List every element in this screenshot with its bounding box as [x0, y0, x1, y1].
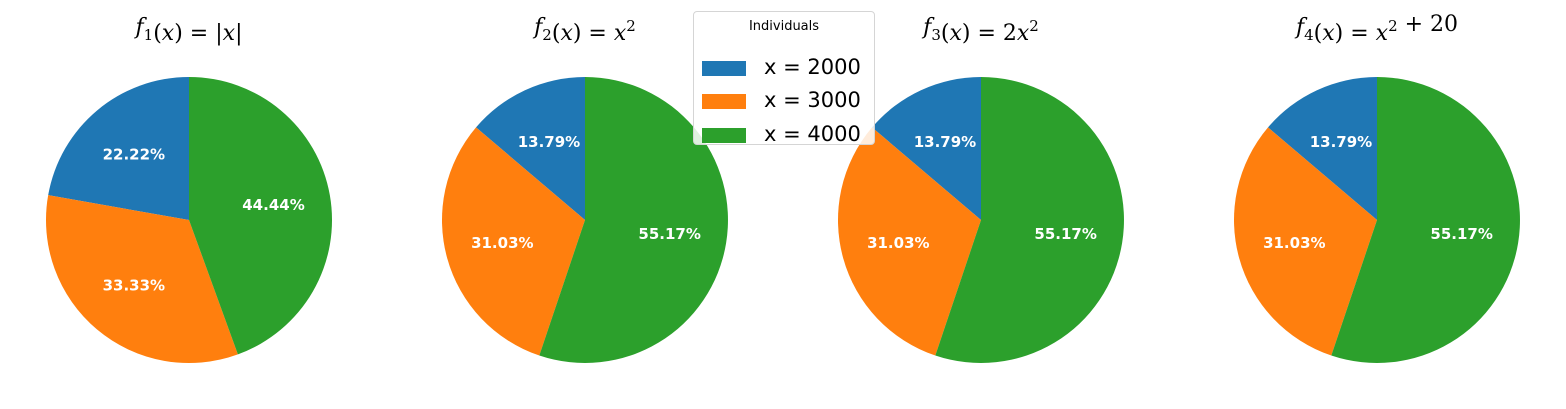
slice-percent-label: 31.03% [867, 234, 929, 252]
slice-percent-label: 44.44% [242, 196, 304, 214]
legend-swatch [702, 94, 746, 109]
pie-chart-3: f3(x) = 2x2 13.79% 31.03% 55.17% [837, 15, 1124, 363]
legend-entry-x-2000: x = 2000 [702, 55, 870, 80]
pie-chart-2: f2(x) = x2 13.79% 31.03% 55.17% [441, 15, 728, 363]
pie-slice-x-3000 [441, 127, 585, 356]
legend-label: x = 4000 [764, 122, 861, 146]
pie-slice-x-2000 [872, 77, 981, 220]
legend: Individuals x = 2000 x = 3000 x = 4000 [693, 11, 875, 147]
legend-title: Individuals [748, 19, 820, 34]
slice-percent-label: 13.79% [914, 133, 976, 151]
slice-percent-label: 31.03% [471, 234, 533, 252]
pie-slice-x-3000 [1233, 127, 1377, 356]
slice-percent-label: 33.33% [103, 277, 165, 295]
pie-slice-x-2000 [48, 77, 189, 220]
chart-title: f3(x) = 2x2 [921, 15, 1039, 46]
slice-percent-label: 13.79% [1310, 133, 1372, 151]
legend-swatch [702, 61, 746, 76]
slice-percent-label: 55.17% [638, 225, 700, 243]
pie-chart-1: f1(x) = |x| 22.22% 33.33% 44.44% [45, 15, 333, 364]
pie-slice-x-3000 [45, 195, 238, 364]
pie-slice-x-3000 [837, 127, 981, 356]
legend-label: x = 2000 [764, 55, 861, 79]
pie-slice-x-2000 [476, 77, 585, 220]
chart-title: f4(x) = x2 + 20 [1294, 12, 1458, 46]
pie-chart-4: f4(x) = x2 + 20 13.79% 31.03% 55.17% [1233, 12, 1520, 363]
pie-slice-x-4000 [189, 76, 333, 355]
slice-percent-label: 55.17% [1430, 225, 1492, 243]
chart-title: f1(x) = |x| [134, 15, 243, 46]
pie-slice-x-4000 [1331, 77, 1520, 363]
legend-entry-x-3000: x = 3000 [702, 88, 870, 113]
slice-percent-label: 22.22% [103, 145, 165, 163]
legend-swatch [702, 128, 746, 143]
legend-entry-x-4000: x = 4000 [702, 122, 870, 147]
pie-slice-x-4000 [539, 77, 728, 363]
slice-percent-label: 31.03% [1263, 234, 1325, 252]
legend-label: x = 3000 [764, 88, 861, 112]
pie-slice-x-2000 [1268, 77, 1377, 220]
slice-percent-label: 55.17% [1034, 225, 1096, 243]
chart-title: f2(x) = x2 [532, 15, 636, 46]
slice-percent-label: 13.79% [518, 133, 580, 151]
pie-slice-x-4000 [935, 77, 1124, 363]
